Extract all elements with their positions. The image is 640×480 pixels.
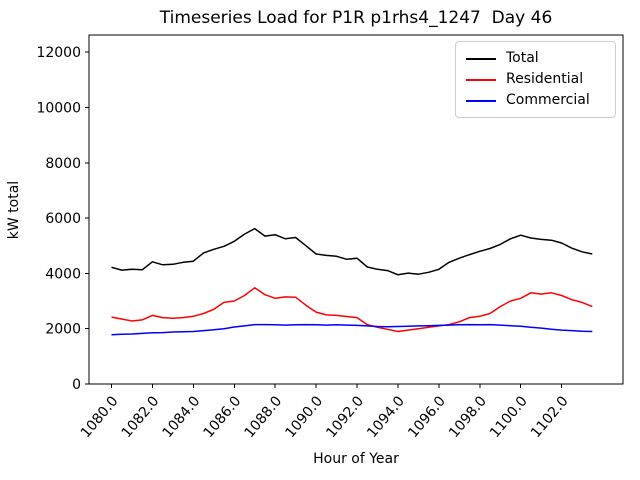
y-axis-label: kW total — [6, 180, 22, 240]
legend: Total Residential Commercial — [455, 41, 616, 118]
x-tick-label: 1084.0 — [160, 393, 204, 441]
x-tick-label: 1086.0 — [201, 393, 245, 441]
legend-entry-residential: Residential — [466, 69, 615, 90]
x-tick-label: 1080.0 — [78, 393, 122, 441]
series-line-total — [111, 227, 593, 276]
legend-entry-total: Total — [466, 48, 615, 69]
y-tick-label: 6000 — [45, 211, 81, 227]
chart-title: Timeseries Load for P1R p1rhs4_1247 Day … — [159, 8, 553, 28]
x-tick-label: 1096.0 — [405, 393, 449, 441]
total-line-swatch — [466, 57, 496, 60]
y-tick-label: 4000 — [45, 266, 81, 282]
series-line-commercial — [111, 323, 593, 336]
x-tick-label: 1088.0 — [242, 393, 286, 441]
legend-label-total: Total — [506, 50, 539, 66]
legend-label-commercial: Commercial — [506, 92, 590, 108]
commercial-line-swatch — [466, 99, 496, 102]
legend-entry-commercial: Commercial — [466, 90, 615, 111]
y-tick-label: 2000 — [45, 322, 81, 338]
x-tick-label: 1082.0 — [119, 393, 163, 441]
x-tick-label: 1092.0 — [323, 393, 367, 441]
x-tick-label: 1094.0 — [364, 393, 408, 441]
x-tick-label: 1100.0 — [487, 393, 531, 441]
y-tick-label: 8000 — [45, 156, 81, 172]
x-tick-label: 1090.0 — [282, 393, 326, 441]
series-line-residential — [111, 287, 593, 333]
residential-line-swatch — [466, 78, 496, 81]
y-tick-label: 10000 — [36, 101, 81, 117]
x-tick-label: 1098.0 — [446, 393, 490, 441]
x-axis-label: Hour of Year — [313, 451, 399, 467]
y-tick-label: 12000 — [36, 45, 81, 61]
x-tick-label: 1102.0 — [528, 393, 572, 441]
axes-frame — [88, 34, 624, 385]
y-tick-label: 0 — [72, 377, 81, 393]
legend-label-residential: Residential — [506, 71, 584, 87]
